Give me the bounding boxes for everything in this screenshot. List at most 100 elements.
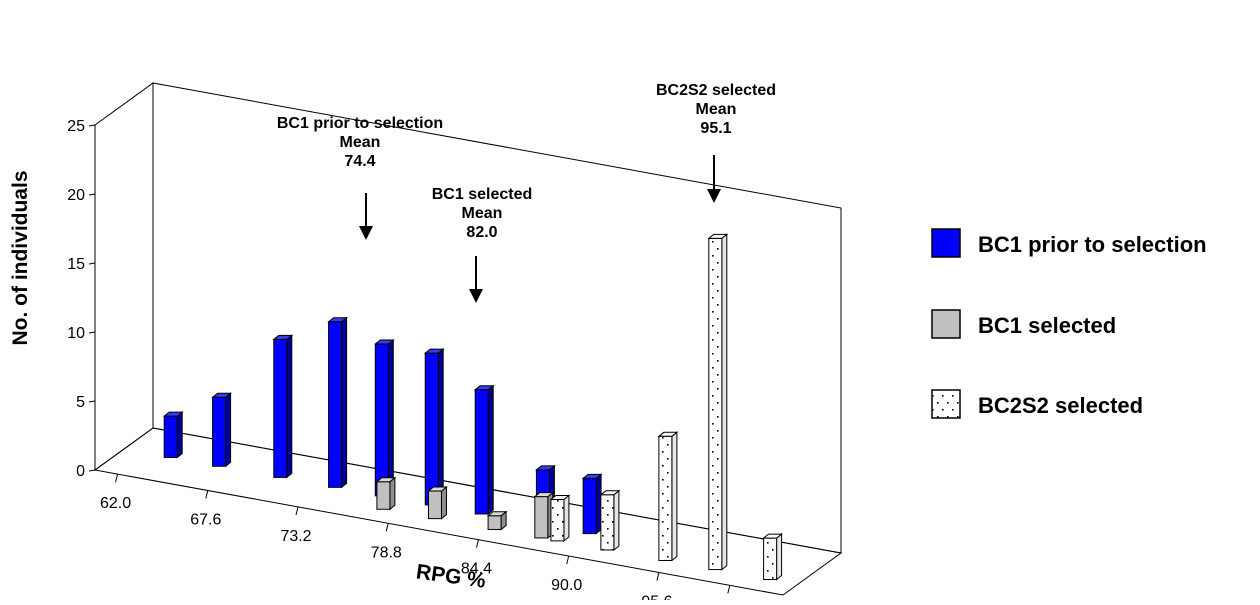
bar-side xyxy=(595,473,602,535)
y-tick-mark xyxy=(88,400,96,403)
x-tick-mark xyxy=(566,555,570,565)
bar-side xyxy=(613,489,620,552)
bar-top xyxy=(581,473,603,479)
y-tick-label: 25 xyxy=(67,118,85,135)
bar-side xyxy=(437,348,444,506)
floor xyxy=(93,427,843,596)
bar-top xyxy=(327,317,349,323)
y-tick-mark xyxy=(88,262,96,265)
bar-top xyxy=(375,477,397,483)
annotation: BC2S2 selected Mean 95.1 xyxy=(656,82,776,203)
bar-bc1-selected xyxy=(486,510,508,531)
bar-top xyxy=(427,486,448,492)
legend-swatch xyxy=(931,309,961,339)
bar-top xyxy=(599,490,621,496)
x-tick-mark xyxy=(475,539,479,548)
bar-side xyxy=(387,338,394,497)
x-tick-mark xyxy=(656,572,660,581)
bar-front xyxy=(163,415,178,458)
x-tick-label: 62.0 xyxy=(100,495,131,512)
bar-side xyxy=(563,494,570,542)
y-tick-label: 20 xyxy=(67,187,85,204)
bar-side xyxy=(341,316,348,489)
legend-item: BC1 prior to selection xyxy=(931,228,1207,258)
bar-bc1-prior-to-selection xyxy=(272,334,294,479)
bar-top xyxy=(373,339,395,345)
x-tick-label: 84.4 xyxy=(461,561,492,578)
y-tick-label: 5 xyxy=(76,394,85,411)
bar-top xyxy=(473,385,495,391)
annotation-line: 95.1 xyxy=(700,120,731,137)
bar-front xyxy=(487,515,502,530)
bar-side xyxy=(776,533,783,581)
legend-swatch xyxy=(931,228,961,258)
y-tick-mark xyxy=(88,193,96,196)
annotation-line: BC1 prior to selection xyxy=(277,115,443,132)
x-tick-label: 73.2 xyxy=(280,528,311,545)
y-axis-title: No. of individuals xyxy=(9,170,32,345)
bar-top xyxy=(211,392,233,398)
x-tick-label: 67.6 xyxy=(190,511,221,528)
x-tick-mark xyxy=(295,506,299,516)
bar-front xyxy=(658,435,673,561)
annotation-arrow-head xyxy=(359,226,373,240)
bar-bc2s2-selected xyxy=(762,533,784,581)
y-tick-label: 10 xyxy=(67,325,85,342)
bar-front xyxy=(424,352,439,506)
bar-bc1-prior-to-selection xyxy=(373,338,395,497)
y-tick-label: 15 xyxy=(67,256,85,273)
bar-front xyxy=(550,498,565,542)
bar-front xyxy=(600,494,615,551)
legend-item: BC2S2 selected xyxy=(931,389,1143,419)
y-tick-label: 0 xyxy=(76,463,85,480)
bar-top xyxy=(549,495,571,500)
bar-side xyxy=(441,485,447,520)
bar-side xyxy=(225,392,232,468)
bar-side xyxy=(286,334,293,479)
y-tick-mark xyxy=(88,331,96,334)
legend-item: BC1 selected xyxy=(931,309,1116,339)
bar-front xyxy=(474,389,489,515)
bar-bc1-prior-to-selection xyxy=(473,384,495,516)
bar-side xyxy=(671,431,678,562)
bar-top xyxy=(534,465,556,471)
bar-bc1-prior-to-selection xyxy=(162,411,184,459)
bar-top xyxy=(533,492,555,498)
x-tick-mark xyxy=(727,585,731,594)
y-tick-mark xyxy=(88,469,96,472)
bar-bc1-prior-to-selection xyxy=(211,392,233,468)
bar-bc2s2-selected xyxy=(599,489,621,552)
legend-label: BC2S2 selected xyxy=(978,393,1143,418)
bar-top xyxy=(486,511,508,517)
annotation-line: BC1 selected xyxy=(432,186,533,203)
bar-side xyxy=(389,476,396,511)
bar-front xyxy=(427,490,442,520)
annotation-line: Mean xyxy=(462,205,503,222)
x-tick-mark xyxy=(385,523,389,532)
x-tick-label: 90.0 xyxy=(551,577,582,594)
bar-front xyxy=(328,321,343,488)
annotation-line: Mean xyxy=(696,101,737,118)
bar-front xyxy=(376,481,391,510)
bar-top xyxy=(762,533,784,539)
annotation: BC1 selected Mean 82.0 xyxy=(432,186,533,303)
bar-bc1-prior-to-selection xyxy=(327,316,349,489)
bar-top xyxy=(707,233,729,239)
x-tick-mark xyxy=(205,490,209,499)
bar-bc1-prior-to-selection xyxy=(581,473,603,535)
bar-front xyxy=(273,338,288,478)
bar-front xyxy=(374,343,389,497)
legend-label: BC1 selected xyxy=(978,313,1116,338)
annotation-line: 74.4 xyxy=(344,153,375,170)
bar-front xyxy=(212,396,227,467)
bar-bc1-selected xyxy=(375,476,397,511)
bar-bc2s2-selected xyxy=(707,233,729,571)
side-wall xyxy=(94,82,154,471)
bar-top xyxy=(657,431,679,437)
bar-front xyxy=(582,477,597,535)
annotation-line: Mean xyxy=(340,134,381,151)
annotation-line: BC2S2 selected xyxy=(656,82,776,99)
x-tick-label: 95.6 xyxy=(641,593,672,600)
